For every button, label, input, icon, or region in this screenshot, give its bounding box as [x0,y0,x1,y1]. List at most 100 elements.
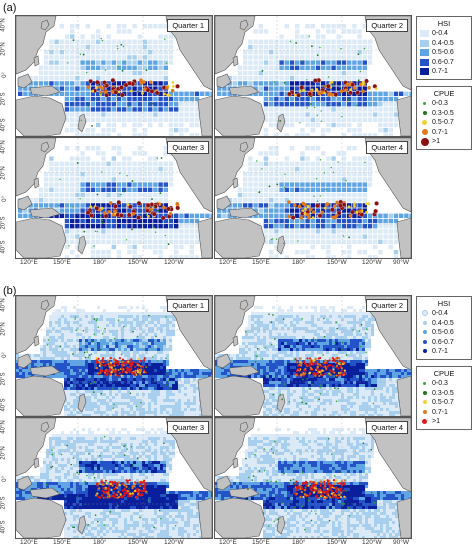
cpue-point [121,361,123,363]
hsi-cell [142,351,146,355]
hsi-cell [160,366,164,370]
hsi-cell [300,239,305,244]
hsi-cell [269,224,274,229]
hsi-cell [326,39,331,44]
hsi-cell [106,255,111,258]
hsi-cell [278,315,282,319]
hsi-cell [100,354,104,358]
hsi-cell [121,357,125,361]
hsi-cell [122,229,127,234]
hsi-cell [365,312,369,316]
hsi-cell [269,86,274,91]
hsi-cell [310,117,315,122]
hsi-cell [55,342,59,346]
hsi-cell [275,333,279,337]
hsi-cell [54,76,59,81]
hsi-cell [59,187,64,192]
hsi-cell [237,198,243,203]
hsi-cell [336,55,341,60]
hsi-cell [326,224,331,229]
hsi-cell [112,393,116,397]
cpue-point [339,89,344,93]
hsi-cell [336,166,341,172]
hsi-cell [136,342,140,346]
hsi-cell [179,91,184,96]
cpue-point [116,364,119,367]
cpue-point [148,314,150,317]
hsi-cell [54,187,59,192]
hsi-cell [258,161,263,166]
hsi-cell [94,339,98,343]
hsi-cell [163,102,168,107]
hsi-cell [100,312,104,316]
hsi-cell [320,351,324,355]
hsi-cell [64,363,68,367]
hsi-cell [64,342,68,346]
cpue-point [334,213,339,218]
hsi-cell [67,375,71,379]
cpue-point [96,372,99,375]
hsi-cell [103,387,107,391]
hsi-cell [378,213,383,218]
hsi-cell [70,396,74,400]
hsi-cell [329,354,333,358]
hsi-cell [184,369,188,373]
hsi-cell [103,342,107,346]
hsi-cell [310,177,315,182]
hsi-cell [70,336,74,340]
hsi-cell [100,330,104,334]
hsi-cell [321,112,326,117]
hsi-cell [132,239,137,244]
hsi-cell [145,378,149,382]
hsi-cell [157,363,161,367]
hsi-cell [335,315,339,319]
hsi-cell [70,229,75,234]
hsi-cell [341,239,347,244]
hsi-cell [154,369,158,373]
hsi-cell [116,250,122,255]
hsi-cell [248,333,252,337]
hsi-cell [88,324,92,328]
cpue-point [160,157,163,159]
hsi-cell [284,208,289,213]
hsi-cell [196,396,200,400]
hsi-cell [97,390,101,394]
hsi-cell [31,360,35,364]
hsi-cell [49,345,53,349]
hsi-cell [58,351,62,355]
hsi-cell [367,44,373,50]
hsi-cell [331,234,336,239]
hsi-cell [326,203,331,208]
hsi-cell [272,336,276,340]
hsi-cell [112,312,116,316]
cpue-point [268,185,271,188]
hsi-cell [362,250,367,255]
hsi-cell [274,151,279,156]
hsi-cell [314,342,318,346]
hsi-cell [76,408,80,412]
hsi-cell [25,369,29,373]
hsi-cell [166,336,170,340]
hsi-cell [166,339,170,343]
hsi-cell [163,192,168,198]
hsi-cell [166,411,170,415]
hsi-cell [362,218,367,224]
hsi-cell [67,354,71,358]
hsi-cell [196,375,200,379]
hsi-cell [305,318,309,322]
hsi-cell [300,96,305,102]
hsi-cell [293,327,297,331]
hsi-cell [248,39,253,44]
hsi-cell [70,218,75,224]
hsi-cell [302,354,306,358]
hsi-cell [90,177,96,182]
hsi-cell [287,327,291,331]
hsi-cell [145,381,149,385]
hsi-cell [61,321,65,325]
hsi-cell [323,342,327,346]
hsi-cell [132,172,137,177]
hsi-cell [326,315,330,319]
hsi-cell [59,44,64,50]
hsi-cell [100,315,104,319]
new-zealand-land [77,235,87,255]
